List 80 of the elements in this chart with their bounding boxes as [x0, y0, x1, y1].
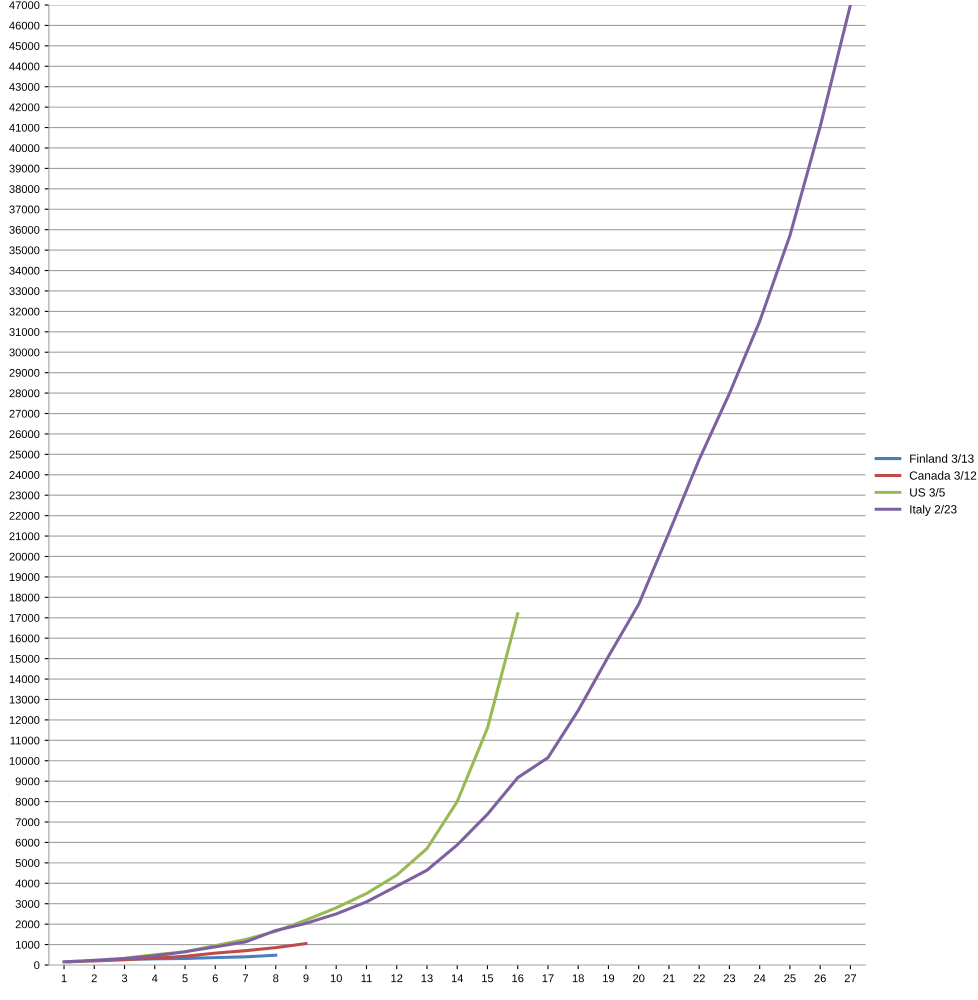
y-tick-label: 35000: [9, 246, 40, 254]
y-tick-label: 34000: [9, 266, 40, 275]
y-tick-label: 32000: [9, 308, 40, 316]
y-tick-label: 4000: [15, 880, 40, 888]
x-tick-label: 18: [572, 974, 584, 982]
x-tick-label: 26: [814, 974, 826, 982]
y-tick-label: 18000: [10, 594, 40, 602]
x-tick-label: 21: [663, 974, 675, 982]
y-tick-label: 15000: [10, 654, 40, 663]
x-tick-label: 25: [784, 974, 796, 982]
y-tick-label: 7000: [16, 818, 40, 826]
x-tick-label: 6: [212, 974, 218, 982]
x-tick-label: 8: [273, 974, 278, 982]
y-tick-label: 33000: [9, 287, 40, 296]
y-tick-label: 26000: [10, 430, 40, 438]
y-tick-label: 16000: [10, 634, 40, 642]
x-tick-label: 10: [330, 974, 342, 982]
y-tick-label: 46000: [9, 22, 40, 30]
x-tick-label: 27: [844, 974, 856, 982]
line-series: [62, 5, 852, 964]
y-tick-label: 24000: [10, 471, 40, 479]
y-tick-label: 36000: [9, 226, 40, 234]
x-tick-label: 5: [182, 974, 188, 982]
y-tick-label: 44000: [9, 62, 40, 70]
x-tick-label: 11: [362, 974, 372, 982]
legend-label: Italy 2/23: [910, 504, 957, 516]
y-tick-label: 25000: [10, 450, 40, 458]
x-tick-label: 13: [422, 974, 433, 982]
y-tick-label: 41000: [9, 124, 40, 132]
y-tick-label: 1000: [16, 940, 40, 949]
x-tick-label: 7: [242, 974, 248, 982]
x-tick-label: 2: [92, 974, 97, 982]
legend-label: US 3/5: [910, 488, 945, 497]
x-tick-label: 16: [512, 974, 524, 982]
y-tick-label: 5000: [16, 859, 40, 868]
y-tick-label: 27000: [10, 410, 40, 418]
x-tick-label: 15: [482, 974, 494, 982]
x-tick-label: 14: [452, 974, 464, 982]
y-tick-label: 6000: [16, 838, 40, 847]
y-tick-label: 31000: [9, 328, 40, 336]
y-tick-label: 37000: [9, 206, 40, 214]
y-tick-label: 29000: [10, 368, 40, 377]
x-tick-label: 4: [152, 974, 158, 982]
y-tick-label: 17000: [10, 614, 40, 622]
x-tick-label: 22: [694, 974, 705, 982]
x-tick-label: 1: [62, 974, 67, 982]
y-tick-label: 14000: [10, 675, 40, 684]
y-tick-label: 47000: [9, 1, 40, 10]
y-tick-label: 40000: [9, 144, 40, 152]
y-tick-label: 22000: [10, 512, 40, 520]
y-tick-label: 9000: [16, 777, 40, 786]
y-tick-label: 11000: [10, 736, 40, 744]
legend-label: Finland 3/13: [910, 454, 974, 463]
y-tick-label: 3000: [16, 900, 40, 908]
y-tick-label: 39000: [9, 164, 40, 173]
legend-label: Canada 3/12: [910, 471, 976, 480]
y-tick-label: 8000: [16, 798, 40, 806]
y-tick-label: 12000: [10, 716, 40, 724]
x-tick-label: 24: [754, 974, 766, 982]
x-tick-label: 9: [303, 974, 309, 982]
x-tick-label: 12: [391, 974, 402, 982]
y-tick-label: 43000: [9, 82, 40, 91]
y-tick-label: 38000: [9, 185, 40, 193]
y-tick-label: 2000: [16, 920, 40, 928]
y-tick-label: 30000: [9, 348, 40, 356]
y-tick-label: 0: [34, 961, 40, 970]
x-tick-label: 23: [724, 974, 736, 982]
x-tick-label: 17: [542, 974, 554, 982]
y-tick-label: 28000: [10, 389, 40, 398]
y-tick-label: 42000: [9, 103, 40, 112]
y-tick-label: 21000: [10, 532, 40, 540]
x-tick-label: 20: [633, 974, 644, 982]
y-tick-label: 10000: [10, 757, 40, 765]
y-tick-label: 45000: [9, 42, 40, 50]
y-tick-label: 23000: [10, 491, 40, 500]
y-tick-label: 19000: [10, 573, 40, 582]
x-tick-label: 3: [122, 974, 128, 982]
y-tick-label: 13000: [10, 696, 40, 704]
x-tick-label: 19: [603, 974, 614, 982]
y-tick-label: 20000: [10, 552, 40, 561]
